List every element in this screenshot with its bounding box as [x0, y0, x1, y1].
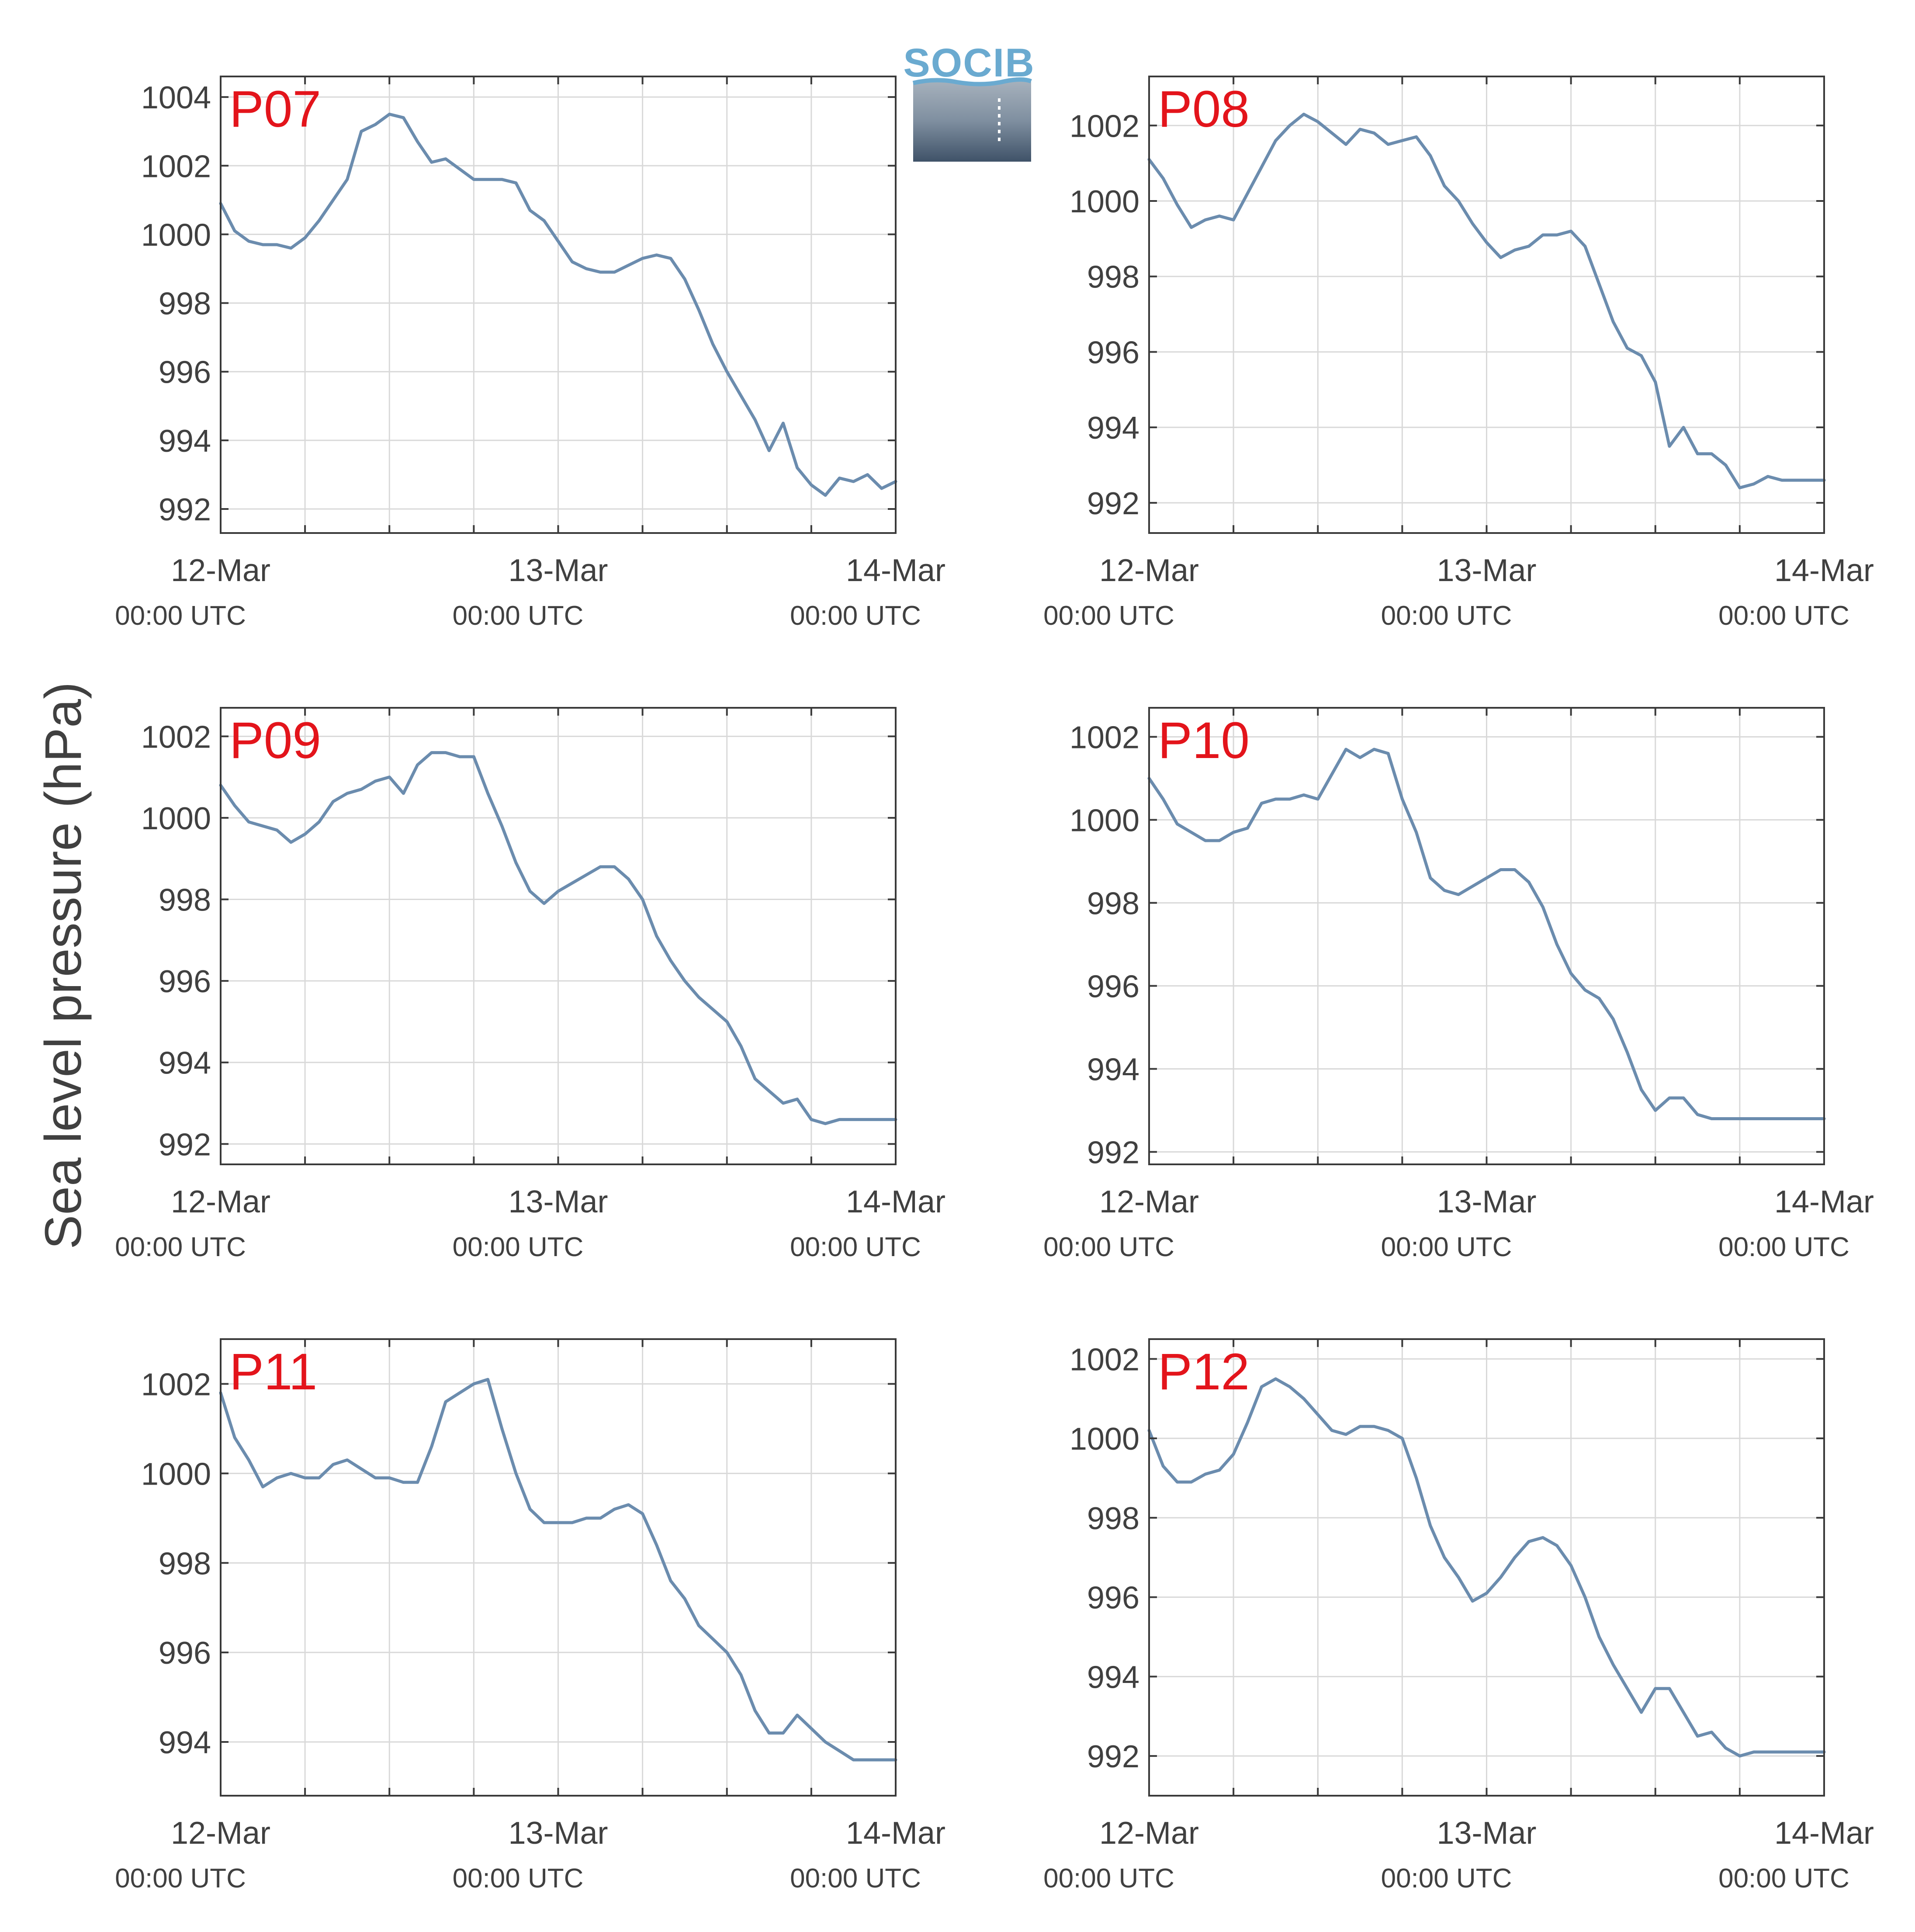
y-tick-label: 992 [1087, 486, 1139, 521]
x-tick-label-time: 00:00 UTC [453, 1232, 584, 1262]
x-tick-label-date: 12-Mar [171, 1816, 270, 1851]
x-tick-label-time: 00:00 UTC [1381, 1232, 1512, 1262]
y-tick-label: 1002 [1070, 1342, 1139, 1377]
y-tick-label: 998 [159, 883, 211, 918]
y-tick-label: 998 [1087, 886, 1139, 921]
x-tick-label-date: 12-Mar [1099, 1816, 1199, 1851]
y-tick-label: 992 [1087, 1136, 1139, 1170]
y-tick-label: 994 [159, 1046, 211, 1081]
station-label: P11 [229, 1343, 317, 1401]
y-tick-label: 1002 [141, 149, 211, 184]
chart-panel-p09: 992 994 996 998 1000 1002 12-Mar 00:00 UTC 13-Ma… [115, 707, 945, 1262]
x-tick-label-time: 00:00 UTC [453, 601, 584, 631]
station-label: P07 [229, 80, 321, 138]
x-tick-label-date: 13-Mar [508, 1184, 608, 1219]
chart-panel-p11: 994 996 998 1000 1002 12-Mar 00:00 UTC 13-Mar 00… [115, 1338, 945, 1894]
y-tick-label: 996 [1087, 969, 1139, 1004]
x-tick-label-date: 12-Mar [171, 1184, 270, 1219]
x-tick-label-time: 00:00 UTC [1043, 601, 1174, 631]
logo-text: SOCIB [903, 41, 1035, 85]
x-tick-label-time: 00:00 UTC [115, 1232, 246, 1262]
x-tick-label-date: 13-Mar [1437, 1184, 1536, 1219]
x-tick-label-time: 00:00 UTC [1381, 601, 1512, 631]
y-tick-label: 1000 [141, 1457, 211, 1492]
y-tick-label: 994 [1087, 1053, 1139, 1087]
x-tick-label-time: 00:00 UTC [790, 1863, 921, 1894]
y-tick-label: 996 [159, 355, 211, 390]
x-tick-label-time: 00:00 UTC [453, 1863, 584, 1894]
y-tick-label: 998 [159, 287, 211, 322]
panels: 992 994 996 998 1000 1002 1004 12-Mar 00:00 UTC 1… [115, 76, 1874, 1894]
y-tick-label: 1004 [141, 80, 211, 115]
x-tick-label-time: 00:00 UTC [1718, 601, 1849, 631]
chart-panel-p12: 992 994 996 998 1000 1002 12-Mar 00:00 UTC 13-Ma… [1043, 1338, 1874, 1894]
y-tick-label: 992 [159, 492, 211, 527]
x-tick-label-time: 00:00 UTC [790, 1232, 921, 1262]
pressure-series-line [1147, 1377, 1826, 1758]
x-tick-label-time: 00:00 UTC [1718, 1863, 1849, 1894]
y-tick-label: 1002 [1070, 720, 1139, 755]
y-tick-label: 1000 [141, 801, 211, 836]
x-tick-label-date: 14-Mar [1774, 1816, 1874, 1851]
logo-wave-shape [913, 80, 1031, 162]
logo-wave-crest [912, 77, 1032, 87]
y-tick-label: 1000 [1070, 184, 1139, 219]
x-tick-label-date: 13-Mar [508, 553, 608, 588]
y-tick-label: 992 [1087, 1739, 1139, 1774]
chart-panel-p08: 992 994 996 998 1000 1002 12-Mar 00:00 UTC 13-Ma… [1043, 76, 1874, 631]
y-tick-label: 1000 [1070, 1422, 1139, 1457]
x-tick-label-date: 14-Mar [1774, 553, 1874, 588]
pressure-series-line [219, 1378, 897, 1762]
x-tick-label-date: 13-Mar [1437, 1816, 1536, 1851]
x-tick-label-date: 12-Mar [171, 553, 270, 588]
y-tick-label: 996 [159, 1636, 211, 1671]
x-tick-label-date: 13-Mar [508, 1816, 608, 1851]
y-tick-label: 996 [1087, 1581, 1139, 1616]
x-tick-label-date: 14-Mar [846, 1184, 945, 1219]
pressure-series-line [219, 751, 897, 1125]
y-tick-label: 994 [1087, 1660, 1139, 1695]
x-tick-label-date: 12-Mar [1099, 553, 1199, 588]
x-tick-label-date: 14-Mar [1774, 1184, 1874, 1219]
chart-panel-p07: 992 994 996 998 1000 1002 1004 12-Mar 00:00 UTC 1… [115, 76, 945, 631]
x-tick-label-date: 12-Mar [1099, 1184, 1199, 1219]
y-tick-label: 994 [159, 424, 211, 459]
x-tick-label-date: 13-Mar [1437, 553, 1536, 588]
y-tick-label: 1002 [141, 720, 211, 755]
y-tick-label: 1000 [1070, 803, 1139, 838]
pressure-series-line [219, 112, 897, 497]
x-tick-label-time: 00:00 UTC [115, 1863, 246, 1894]
x-tick-label-time: 00:00 UTC [790, 601, 921, 631]
station-label: P10 [1158, 712, 1250, 769]
x-tick-label-date: 14-Mar [846, 1816, 945, 1851]
x-tick-label-time: 00:00 UTC [115, 601, 246, 631]
pressure-series-line [1147, 748, 1826, 1120]
y-tick-label: 998 [1087, 1501, 1139, 1536]
y-tick-label: 1002 [141, 1367, 211, 1402]
y-tick-label: 998 [1087, 260, 1139, 295]
socib-logo: SOCIB [903, 41, 1035, 162]
chart-panel-p10: 992 994 996 998 1000 1002 12-Mar 00:00 UTC 13-Ma… [1043, 707, 1874, 1262]
station-label: P08 [1158, 80, 1250, 138]
x-tick-label-time: 00:00 UTC [1043, 1232, 1174, 1262]
y-tick-label: 1002 [1070, 109, 1139, 144]
x-tick-label-time: 00:00 UTC [1043, 1863, 1174, 1894]
station-label: P12 [1158, 1343, 1250, 1401]
y-tick-label: 998 [159, 1546, 211, 1581]
station-label: P09 [229, 712, 321, 769]
y-tick-label: 994 [1087, 411, 1139, 446]
pressure-series-line [1147, 112, 1826, 489]
x-tick-label-date: 14-Mar [846, 553, 945, 588]
y-tick-label: 992 [159, 1127, 211, 1162]
y-tick-label: 1000 [141, 218, 211, 253]
y-tick-label: 994 [159, 1725, 211, 1760]
x-tick-label-time: 00:00 UTC [1381, 1863, 1512, 1894]
y-axis-label: Sea level pressure (hPa) [35, 682, 92, 1250]
y-tick-label: 996 [159, 964, 211, 999]
x-tick-label-time: 00:00 UTC [1718, 1232, 1849, 1262]
y-tick-label: 996 [1087, 335, 1139, 370]
